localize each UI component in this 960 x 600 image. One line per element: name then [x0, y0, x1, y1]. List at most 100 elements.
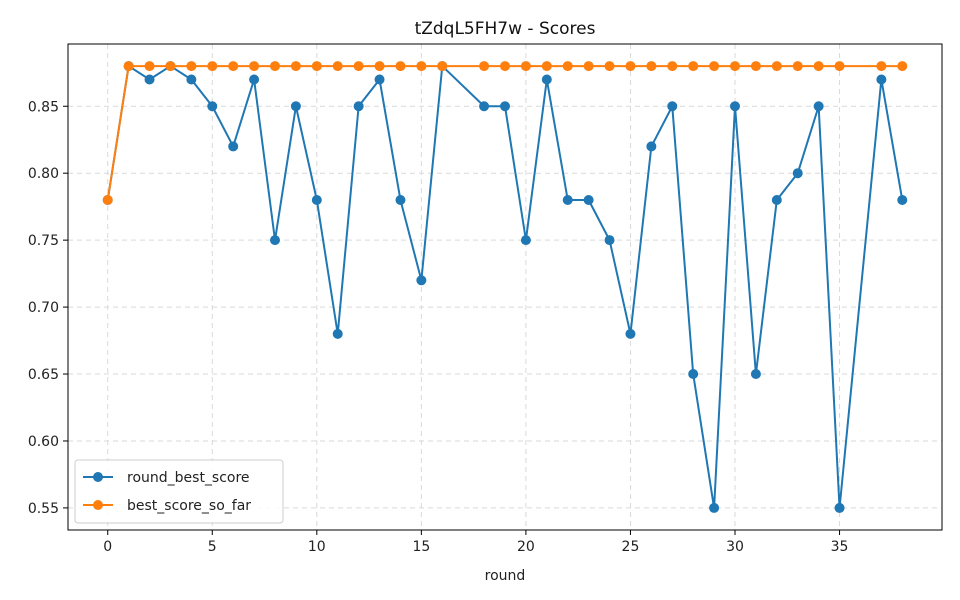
- data-point: [500, 101, 510, 112]
- data-point: [228, 141, 239, 152]
- data-point: [207, 61, 218, 72]
- data-point: [897, 194, 908, 205]
- data-point: [395, 61, 406, 72]
- grid: [68, 44, 942, 530]
- data-point: [604, 235, 615, 246]
- data-point: [667, 61, 678, 72]
- x-tick-label: 25: [622, 539, 640, 555]
- data-point: [709, 61, 720, 72]
- data-point: [416, 61, 427, 72]
- data-point: [730, 101, 740, 112]
- data-point: [249, 74, 260, 85]
- data-point: [646, 61, 657, 72]
- data-point: [207, 101, 218, 112]
- legend: round_best_score best_score_so_far: [74, 459, 284, 524]
- data-point: [583, 194, 594, 205]
- data-point: [500, 61, 510, 72]
- data-point: [583, 61, 594, 72]
- chart-title: tZdqL5FH7w - Scores: [415, 19, 596, 39]
- y-tick-label: 0.60: [28, 434, 59, 450]
- data-point: [771, 61, 782, 72]
- data-point: [792, 168, 803, 179]
- data-point: [520, 61, 531, 72]
- x-tick-label: 20: [517, 539, 535, 555]
- legend-box: [74, 459, 284, 524]
- data-point: [876, 61, 887, 72]
- data-point: [876, 74, 887, 85]
- data-point: [290, 61, 301, 72]
- data-point: [562, 194, 573, 205]
- data-point: [771, 194, 782, 205]
- data-point: [730, 61, 740, 72]
- data-point: [332, 61, 343, 72]
- data-point: [186, 61, 197, 72]
- data-point: [897, 61, 908, 72]
- y-tick-label: 0.65: [28, 367, 59, 383]
- data-point: [562, 61, 573, 72]
- data-point: [332, 328, 343, 339]
- x-tick-label: 30: [726, 539, 744, 555]
- data-point: [186, 74, 197, 85]
- legend-swatch-marker: [93, 472, 103, 482]
- series-round_best_score: [102, 61, 908, 513]
- data-point: [604, 61, 615, 72]
- plot-frame: [67, 43, 943, 531]
- data-point: [813, 61, 824, 72]
- y-tick-label: 0.80: [28, 166, 59, 182]
- x-tick-label: 5: [208, 539, 217, 555]
- data-point: [834, 61, 845, 72]
- data-point: [144, 61, 155, 72]
- data-point: [270, 235, 280, 246]
- legend-item: best_score_so_far: [83, 498, 251, 514]
- data-point: [374, 74, 385, 85]
- data-point: [688, 61, 699, 72]
- series-layer: [102, 61, 908, 513]
- series-best_score_so_far: [102, 61, 908, 205]
- legend-swatch-marker: [93, 500, 103, 510]
- data-point: [353, 101, 364, 112]
- data-point: [437, 61, 448, 72]
- x-tick-label: 35: [831, 539, 849, 555]
- data-point: [311, 61, 322, 72]
- data-point: [667, 101, 678, 112]
- data-point: [144, 74, 155, 85]
- data-point: [353, 61, 364, 72]
- x-tick-label: 15: [412, 539, 430, 555]
- legend-label: best_score_so_far: [127, 498, 251, 514]
- data-point: [395, 194, 406, 205]
- legend-item: round_best_score: [83, 470, 250, 486]
- data-point: [625, 61, 636, 72]
- data-point: [228, 61, 239, 72]
- data-point: [541, 74, 552, 85]
- data-point: [249, 61, 260, 72]
- data-point: [541, 61, 552, 72]
- data-point: [688, 369, 699, 380]
- data-point: [792, 61, 803, 72]
- data-point: [813, 101, 824, 112]
- data-point: [374, 61, 385, 72]
- y-tick-label: 0.85: [28, 99, 59, 115]
- legend-label: round_best_score: [127, 470, 250, 486]
- data-point: [479, 101, 490, 112]
- data-point: [709, 502, 720, 513]
- y-tick-label: 0.75: [28, 233, 59, 249]
- data-point: [165, 61, 176, 72]
- data-point: [290, 101, 301, 112]
- data-point: [123, 61, 134, 72]
- x-tick-label: 0: [103, 539, 112, 555]
- data-point: [646, 141, 657, 152]
- y-tick-label: 0.70: [28, 300, 59, 316]
- data-point: [750, 61, 761, 72]
- data-point: [834, 502, 845, 513]
- data-point: [625, 328, 636, 339]
- data-point: [102, 194, 113, 205]
- data-point: [750, 369, 761, 380]
- data-point: [416, 275, 427, 286]
- y-tick-label: 0.55: [28, 501, 59, 517]
- series-line: [106, 65, 904, 509]
- ticks: 0 5 10 15 20 25 30 35 0.55 0.60 0.65 0.70 0.75 0.80 0.…: [28, 99, 849, 555]
- data-point: [311, 194, 322, 205]
- x-axis-label: round: [485, 568, 526, 584]
- data-point: [520, 235, 531, 246]
